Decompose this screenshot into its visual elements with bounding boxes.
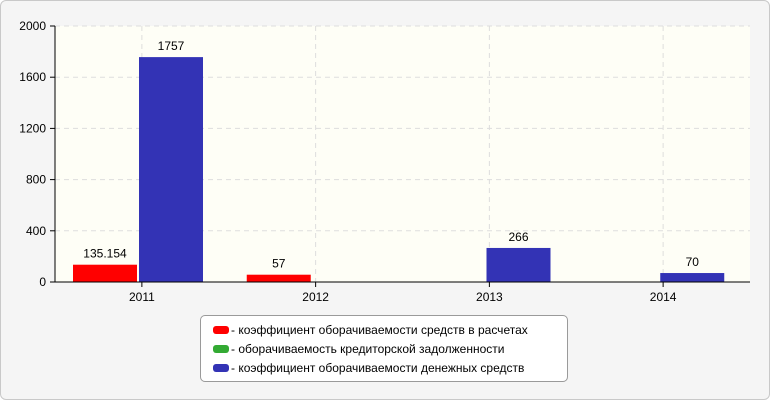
y-tick-label: 400: [26, 224, 46, 238]
bar: [246, 274, 311, 282]
legend-swatch-green: [213, 344, 229, 353]
data-label: 1757: [158, 39, 185, 53]
legend-swatch-blue: [213, 363, 229, 372]
y-tick-label: 0: [39, 275, 46, 289]
bar: [486, 247, 551, 282]
y-tick-label: 1200: [19, 121, 46, 135]
legend-item: - оборачиваемость кредиторской задолженн…: [213, 340, 567, 359]
axes: 0 400 800 1200 1600 2000 2011 2012 2013 2014: [19, 19, 750, 304]
x-tick-label: 2013: [476, 290, 503, 304]
y-tick-label: 800: [26, 173, 46, 187]
data-label: 266: [508, 230, 528, 244]
data-label: 57: [272, 257, 286, 271]
legend-item: - коэффициент оборачиваемости средств в …: [213, 321, 567, 340]
legend-item: - коэффициент оборачиваемости денежных с…: [213, 359, 567, 378]
y-tick-label: 1600: [19, 70, 46, 84]
bar: [660, 273, 725, 282]
bar: [139, 57, 203, 282]
legend: - коэффициент оборачиваемости средств в …: [200, 315, 568, 382]
data-label: 135.154: [83, 247, 127, 261]
bar: [73, 264, 137, 282]
legend-label: - коэффициент оборачиваемости средств в …: [231, 323, 528, 337]
legend-label: - оборачиваемость кредиторской задолженн…: [231, 342, 505, 356]
legend-swatch-red: [213, 325, 229, 334]
x-tick-label: 2012: [302, 290, 329, 304]
data-label: 70: [686, 255, 700, 269]
x-tick-label: 2014: [650, 290, 677, 304]
bars: [73, 57, 725, 282]
data-labels: 135.154 1757 57 266 70: [83, 39, 699, 271]
y-tick-label: 2000: [19, 19, 46, 33]
legend-label: - коэффициент оборачиваемости денежных с…: [231, 361, 525, 375]
x-tick-label: 2011: [129, 290, 155, 304]
